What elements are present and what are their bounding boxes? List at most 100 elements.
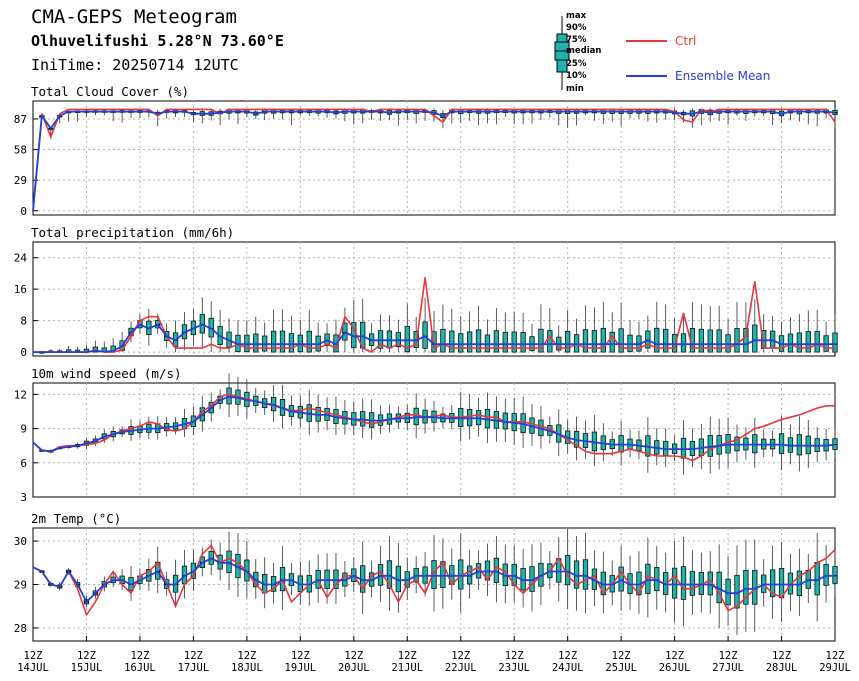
x-tick-label-date: 14JUL	[17, 662, 49, 674]
panel-frame	[32, 241, 836, 357]
x-tick-label-date: 20JUL	[338, 662, 370, 674]
y-tick-label: 0	[20, 205, 27, 218]
box	[671, 333, 678, 353]
box	[778, 433, 785, 454]
x-tick-label-date: 23JUL	[498, 662, 530, 674]
box	[698, 328, 704, 353]
box	[796, 434, 803, 456]
box	[458, 333, 464, 353]
chart-title: CMA-GEPS Meteogram	[31, 6, 237, 28]
panel-title: Total precipitation (mm/6h)	[31, 225, 234, 240]
ensemble-mean-line	[32, 557, 835, 604]
box	[654, 327, 660, 353]
box	[823, 563, 829, 586]
box	[431, 560, 437, 589]
panel-title: 10m wind speed (m/s)	[31, 366, 182, 381]
ensemble-mean-line	[32, 110, 836, 211]
box	[618, 566, 624, 592]
y-tick-label: 87	[14, 113, 27, 126]
box	[466, 331, 473, 353]
x-tick-label-date: 21JUL	[391, 662, 423, 674]
box	[796, 332, 803, 353]
y-tick-label: 9	[20, 423, 27, 436]
ensemble-mean-line	[32, 395, 836, 453]
y-tick-label: 6	[20, 457, 27, 470]
panel-frame	[32, 382, 836, 498]
box	[663, 328, 669, 353]
x-tick-label-hour: 12Z	[826, 650, 845, 662]
box	[386, 560, 393, 589]
init-time-label: IniTime: 20250714 12UTC	[31, 56, 239, 74]
legend-box-label: median	[566, 46, 601, 56]
ctrl-line	[32, 108, 836, 211]
box	[769, 569, 776, 598]
x-tick-label-hour: 12Z	[291, 650, 310, 662]
x-tick-label-date: 29JUL	[819, 662, 851, 674]
panels: Total Cloud Cover (%) 0 29 58 87 Total precip…	[14, 84, 838, 642]
y-tick-label: 8	[20, 315, 27, 328]
station-label: Olhuvelifushi 5.28°N 73.60°E	[31, 32, 284, 50]
x-tick-label-hour: 12Z	[451, 650, 470, 662]
box	[440, 328, 446, 353]
box	[422, 321, 428, 349]
box	[716, 329, 722, 353]
box	[502, 331, 508, 353]
y-tick-label: 29	[14, 579, 27, 592]
box	[288, 333, 295, 353]
ensemble-mean-line	[33, 323, 835, 353]
legend: max 90% 75%median 25% 10% min Ctrl Ensemble Mea…	[554, 11, 770, 94]
box	[618, 328, 624, 353]
box	[226, 550, 232, 573]
panel-3: 2m Temp (°C) 28 29 30	[14, 511, 838, 642]
y-tick-label: 28	[14, 622, 27, 635]
box	[743, 328, 749, 353]
box	[582, 329, 589, 353]
box	[609, 331, 615, 353]
y-tick-label: 12	[14, 388, 27, 401]
x-tick-label-date: 25JUL	[605, 662, 637, 674]
box	[493, 330, 500, 353]
box	[707, 329, 713, 353]
x-tick-label-date: 19JUL	[285, 662, 317, 674]
x-tick-label-hour: 12Z	[77, 650, 96, 662]
box	[680, 333, 687, 353]
y-tick-label: 16	[14, 283, 27, 296]
x-tick-label-date: 24JUL	[552, 662, 584, 674]
x-tick-label-hour: 12Z	[344, 650, 363, 662]
box	[680, 566, 687, 600]
box	[600, 327, 606, 353]
x-tick-label-date: 15JUL	[71, 662, 103, 674]
ctrl-line	[32, 393, 835, 462]
box	[671, 567, 678, 599]
box	[743, 569, 749, 605]
box	[734, 328, 740, 353]
box	[814, 330, 820, 353]
y-tick-label: 0	[20, 346, 27, 359]
box	[591, 330, 598, 353]
box	[778, 568, 785, 599]
legend-box-label: 90%	[566, 23, 587, 33]
box	[270, 330, 277, 353]
x-tick-label-hour: 12Z	[505, 650, 524, 662]
box	[279, 330, 286, 353]
box	[689, 571, 696, 596]
box	[832, 332, 838, 353]
x-tick-label-hour: 12Z	[237, 650, 256, 662]
x-tick-label-hour: 12Z	[665, 650, 684, 662]
panel-2: 10m wind speed (m/s) 3 6 9 12	[14, 366, 838, 504]
box	[565, 555, 571, 586]
x-tick-label-date: 22JUL	[445, 662, 477, 674]
box	[582, 559, 589, 590]
x-tick-label-date: 26JUL	[659, 662, 691, 674]
y-tick-label: 30	[14, 535, 27, 548]
box	[805, 331, 811, 353]
y-tick-label: 24	[14, 252, 28, 265]
x-tick-label-date: 28JUL	[766, 662, 798, 674]
box	[306, 330, 312, 353]
x-tick-label-hour: 12Z	[130, 650, 149, 662]
x-tick-label-date: 27JUL	[712, 662, 744, 674]
x-tick-label-date: 16JUL	[124, 662, 156, 674]
x-tick-label-date: 18JUL	[231, 662, 263, 674]
x-tick-label-hour: 12Z	[558, 650, 577, 662]
